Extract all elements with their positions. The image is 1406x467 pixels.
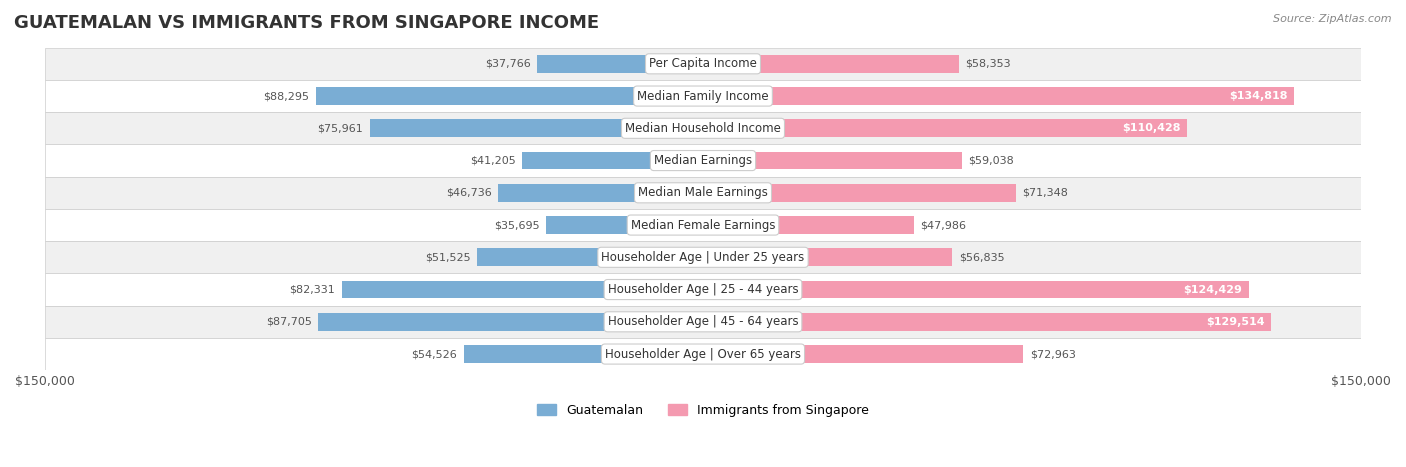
Bar [45,338,1361,370]
Bar [318,313,703,331]
Bar [547,216,703,234]
Bar [703,152,962,170]
Text: $71,348: $71,348 [1022,188,1069,198]
Bar [522,152,703,170]
Bar [370,120,703,137]
Text: $82,331: $82,331 [290,284,335,295]
Bar [703,55,959,73]
Text: $110,428: $110,428 [1122,123,1181,133]
Text: $56,835: $56,835 [959,252,1004,262]
Text: $59,038: $59,038 [969,156,1014,166]
Text: $134,818: $134,818 [1229,91,1288,101]
Text: $54,526: $54,526 [412,349,457,359]
Text: $129,514: $129,514 [1206,317,1264,327]
Text: $37,766: $37,766 [485,59,530,69]
Text: Householder Age | 45 - 64 years: Householder Age | 45 - 64 years [607,315,799,328]
Bar [703,281,1249,298]
Text: GUATEMALAN VS IMMIGRANTS FROM SINGAPORE INCOME: GUATEMALAN VS IMMIGRANTS FROM SINGAPORE … [14,14,599,32]
Bar [703,184,1017,202]
Text: Householder Age | 25 - 44 years: Householder Age | 25 - 44 years [607,283,799,296]
Bar [45,274,1361,306]
Text: $87,705: $87,705 [266,317,312,327]
Bar [464,345,703,363]
Bar [45,177,1361,209]
Bar [315,87,703,105]
Bar [703,248,952,266]
Bar [703,216,914,234]
Bar [45,306,1361,338]
Bar [45,241,1361,274]
Bar [498,184,703,202]
Bar [703,120,1188,137]
Text: $88,295: $88,295 [263,91,309,101]
Text: Median Household Income: Median Household Income [626,122,780,135]
Text: $124,429: $124,429 [1184,284,1243,295]
Text: $51,525: $51,525 [425,252,471,262]
Text: $58,353: $58,353 [966,59,1011,69]
Bar [477,248,703,266]
Text: Source: ZipAtlas.com: Source: ZipAtlas.com [1274,14,1392,24]
Text: $47,986: $47,986 [920,220,966,230]
Bar [703,313,1271,331]
Text: Per Capita Income: Per Capita Income [650,57,756,71]
Text: $75,961: $75,961 [318,123,363,133]
Text: Median Male Earnings: Median Male Earnings [638,186,768,199]
Text: Median Family Income: Median Family Income [637,90,769,103]
Bar [45,112,1361,144]
Text: $72,963: $72,963 [1029,349,1076,359]
Bar [45,209,1361,241]
Text: Median Earnings: Median Earnings [654,154,752,167]
Bar [342,281,703,298]
Text: $41,205: $41,205 [470,156,516,166]
Bar [45,80,1361,112]
Text: $35,695: $35,695 [494,220,540,230]
Text: $46,736: $46,736 [446,188,491,198]
Bar [703,345,1024,363]
Bar [537,55,703,73]
Bar [45,48,1361,80]
Text: Median Female Earnings: Median Female Earnings [631,219,775,232]
Bar [45,144,1361,177]
Text: Householder Age | Over 65 years: Householder Age | Over 65 years [605,347,801,361]
Legend: Guatemalan, Immigrants from Singapore: Guatemalan, Immigrants from Singapore [533,399,873,422]
Text: Householder Age | Under 25 years: Householder Age | Under 25 years [602,251,804,264]
Bar [703,87,1295,105]
